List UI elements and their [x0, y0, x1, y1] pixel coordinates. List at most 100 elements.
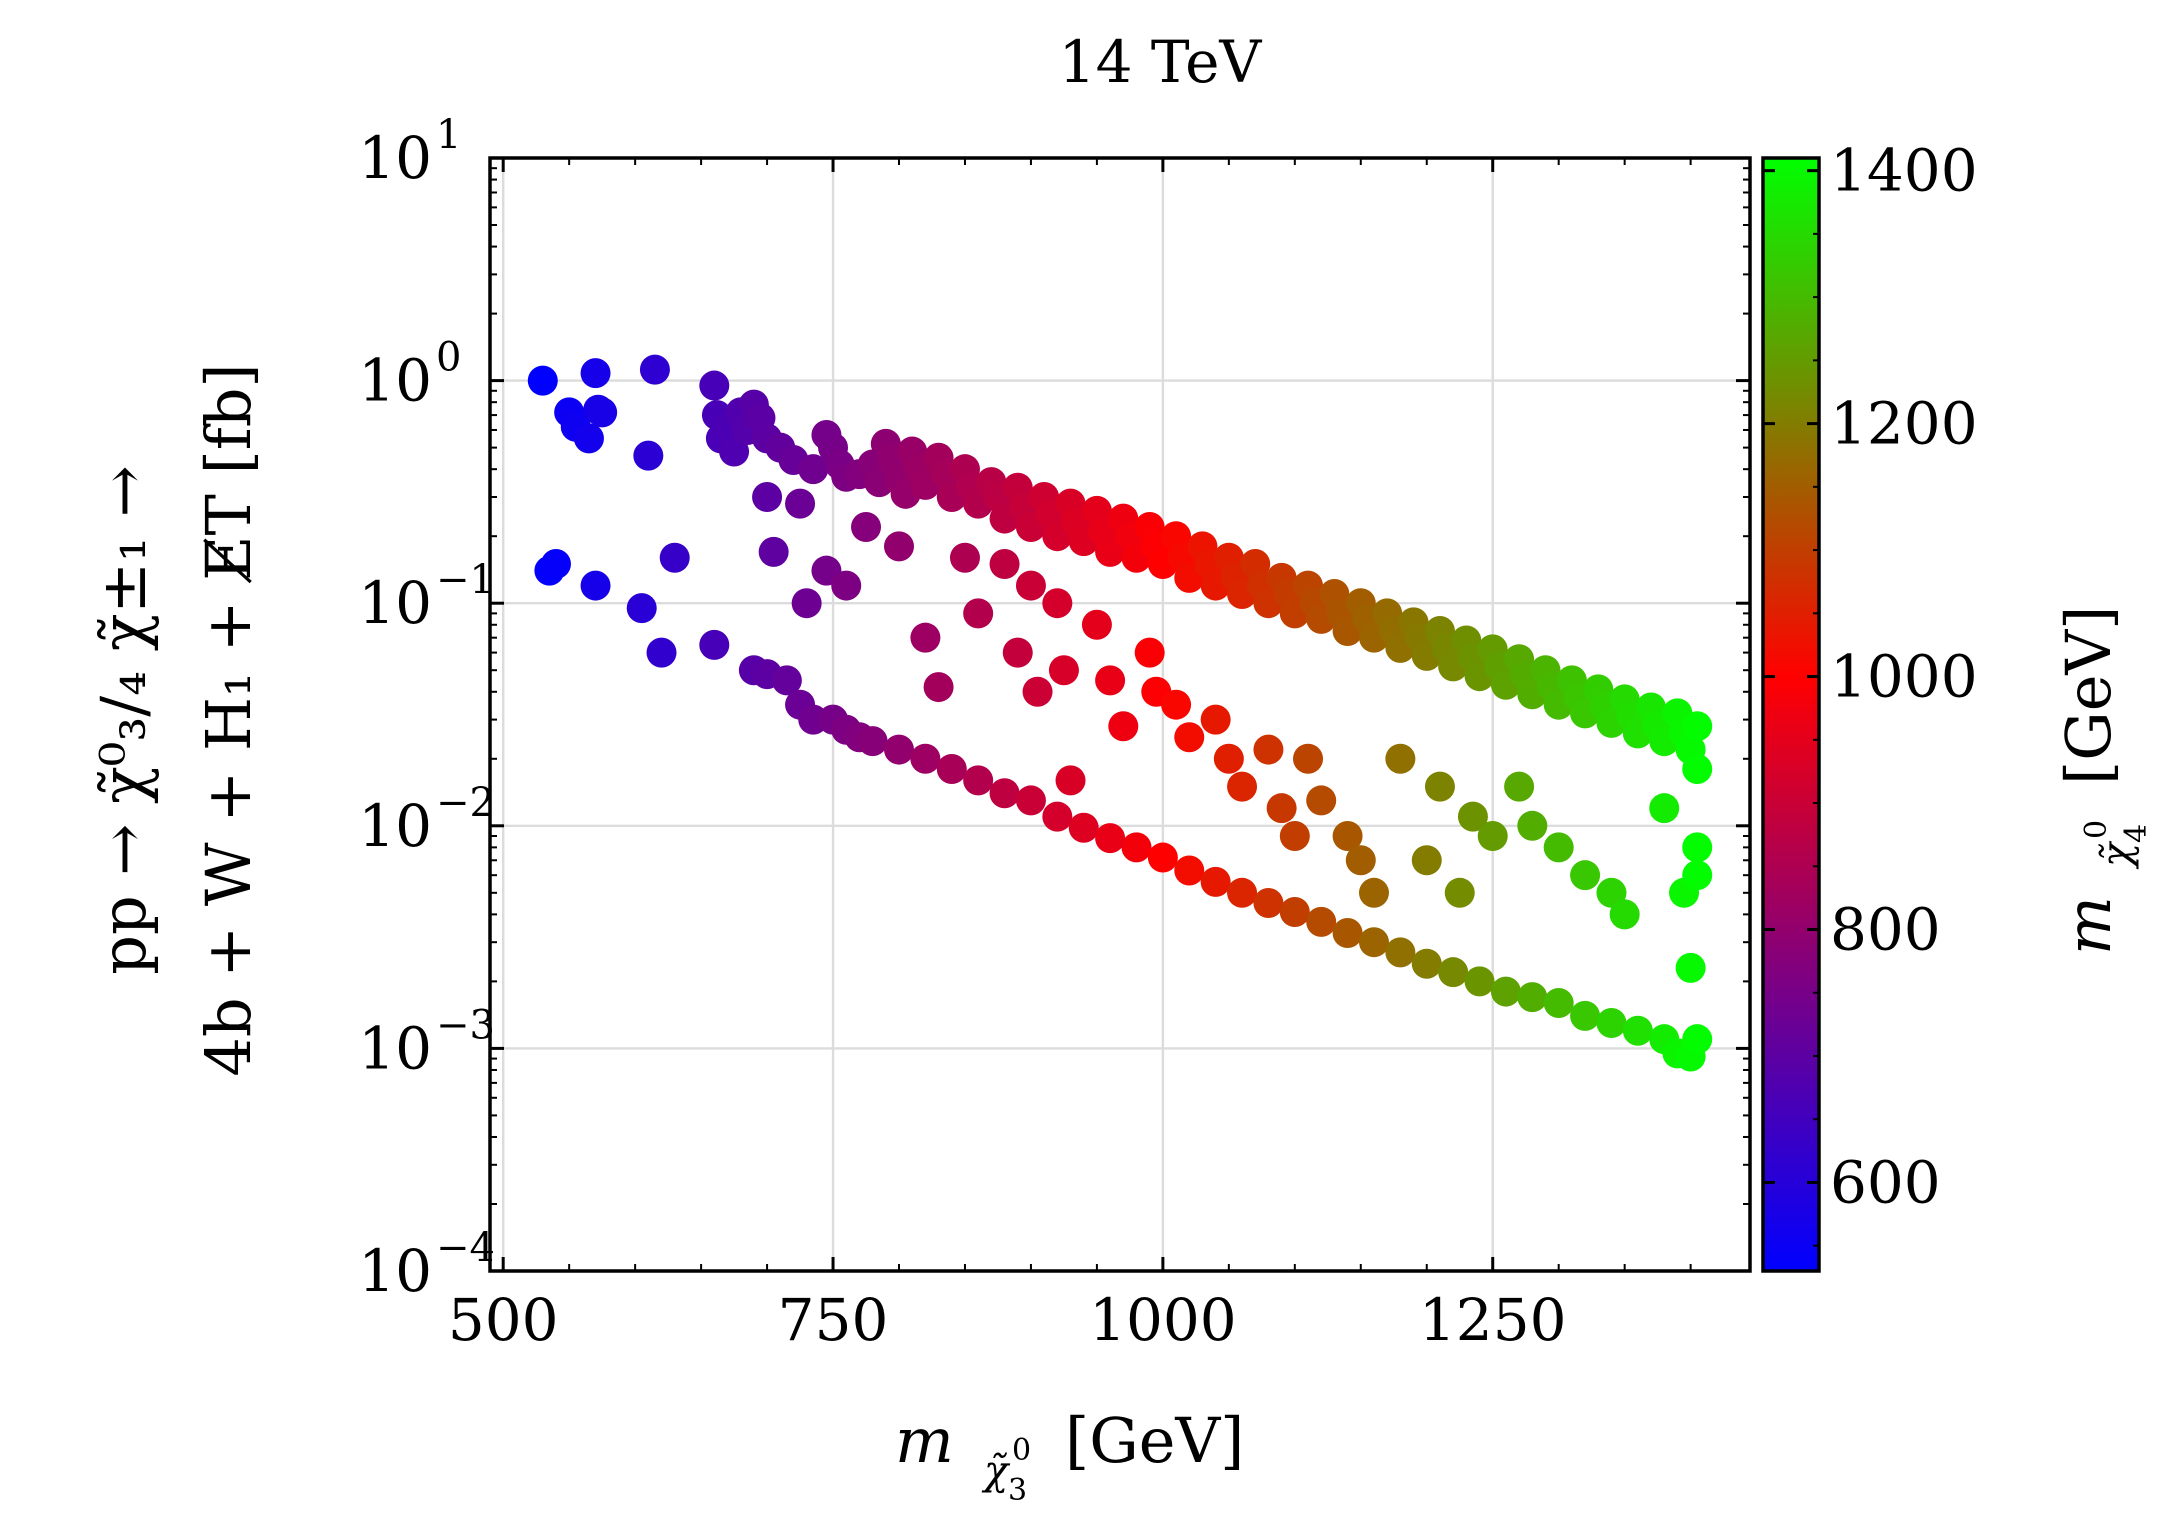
scatter-point — [1015, 785, 1046, 816]
scatter-point — [1161, 689, 1192, 720]
axis-ticks — [490, 156, 1750, 1273]
scatter-point — [580, 570, 611, 601]
scatter-point — [1048, 655, 1079, 686]
x-tick-labels: 500 750 1000 1250 — [448, 1286, 1567, 1354]
scatter-point — [1306, 785, 1337, 816]
scatter-point — [1253, 887, 1284, 918]
scatter-point — [1385, 743, 1416, 774]
scatter-point — [1649, 793, 1680, 824]
colorbar-label-subsub: 4 — [2119, 824, 2154, 843]
scatter-point — [1002, 637, 1033, 668]
scatter-point — [884, 734, 915, 765]
scatter-point — [626, 593, 657, 624]
scatter-point — [1358, 877, 1389, 908]
y-tick-label-exp: −4 — [436, 1225, 495, 1271]
scatter-point — [1411, 948, 1442, 979]
colorbar — [1763, 158, 1819, 1271]
y-tick-label-exp: −2 — [436, 780, 495, 826]
x-tick-label: 1250 — [1419, 1286, 1567, 1354]
scatter-point — [752, 481, 783, 512]
scatter-point — [791, 588, 822, 619]
scatter-point — [1306, 906, 1337, 937]
y-tick-label-exp: 0 — [436, 335, 461, 381]
x-tick-label: 500 — [448, 1286, 559, 1354]
scatter-point — [1596, 1008, 1627, 1039]
scatter-point — [1174, 722, 1205, 753]
y-tick-label-exp: −3 — [436, 1002, 495, 1048]
x-tick-label: 750 — [778, 1286, 889, 1354]
scatter-point — [1358, 927, 1389, 958]
scatter-point — [1411, 845, 1442, 876]
scatter-point — [1042, 588, 1073, 619]
scatter-point — [1596, 877, 1627, 908]
scatter-point — [1517, 982, 1548, 1013]
scatter-point — [1095, 823, 1126, 854]
scatter-point — [659, 542, 690, 573]
scatter-point — [1279, 820, 1310, 851]
scatter-point — [527, 365, 558, 396]
scatter-point — [1200, 704, 1231, 735]
scatter-point — [1424, 771, 1455, 802]
scatter-point — [1477, 820, 1508, 851]
scatter-point — [1266, 793, 1297, 824]
scatter-point — [1609, 899, 1640, 930]
scatter-point — [1042, 801, 1073, 832]
y-axis-label-line2: 4b + W + H₁ + E̸T [fb] — [192, 363, 265, 1076]
scatter-point — [1622, 1015, 1653, 1046]
colorbar-label-unit: [GeV] — [2052, 606, 2125, 785]
scatter-point — [798, 454, 829, 485]
colorbar-tick-label: 1400 — [1830, 137, 1978, 205]
scatter-point — [857, 726, 888, 757]
scatter-point — [1022, 676, 1053, 707]
scatter-point — [936, 753, 967, 784]
scatter-point — [1147, 842, 1178, 873]
colorbar-tick-labels: 600 800 1000 1200 1400 — [1830, 137, 1978, 1217]
x-axis-label-sub: χ̃ — [981, 1448, 1011, 1494]
scatter-point — [1682, 1024, 1713, 1055]
x-axis-label-sup: 0 — [1012, 1433, 1031, 1468]
y-tick-label: 10 — [358, 1237, 432, 1305]
colorbar-tick-label: 1200 — [1830, 390, 1978, 458]
scatter-point — [884, 531, 915, 562]
scatter-point — [1570, 860, 1601, 891]
x-tick-label: 1000 — [1089, 1286, 1237, 1354]
scatter-point — [1200, 866, 1231, 897]
scatter-point — [989, 549, 1020, 580]
y-tick-label: 10 — [358, 1014, 432, 1082]
scatter-point — [1174, 855, 1205, 886]
x-axis-label-main: m — [895, 1404, 954, 1477]
y-axis-label-line1: pp → χ̃⁰₃/₄ χ̃±₁ → — [87, 465, 160, 975]
scatter-point — [910, 743, 941, 774]
scatter-point — [1444, 877, 1475, 908]
scatter-point — [1253, 734, 1284, 765]
scatter-point — [1227, 771, 1258, 802]
scatter-point — [1068, 812, 1099, 843]
y-tick-label: 10 — [358, 124, 432, 192]
scatter-point — [1345, 845, 1376, 876]
scatter-point — [1227, 877, 1258, 908]
scatter-point — [573, 423, 604, 454]
scatter-point — [699, 370, 730, 401]
scatter-point — [633, 440, 664, 471]
scatter-point — [831, 570, 862, 601]
scatter-point — [910, 622, 941, 653]
x-axis-label-subsub: 3 — [1008, 1473, 1027, 1508]
scatter-point — [1081, 609, 1112, 640]
scatter-point — [1134, 637, 1165, 668]
colorbar-tick-label: 800 — [1830, 896, 1941, 964]
scatter-point — [1279, 896, 1310, 927]
colorbar-frame — [1761, 156, 1821, 1273]
scatter-point — [1504, 771, 1535, 802]
y-tick-label: 10 — [358, 792, 432, 860]
scatter-point — [1332, 917, 1363, 948]
colorbar-ticks — [1763, 169, 1819, 1247]
colorbar-label: m χ̃ 4 0 [GeV] — [2052, 606, 2154, 955]
scatter-point — [646, 637, 677, 668]
scatter-point — [1095, 665, 1126, 696]
scatter-points — [527, 354, 1713, 1072]
scatter-point — [580, 358, 611, 389]
scatter-point — [949, 542, 980, 573]
scatter-point — [785, 488, 816, 519]
